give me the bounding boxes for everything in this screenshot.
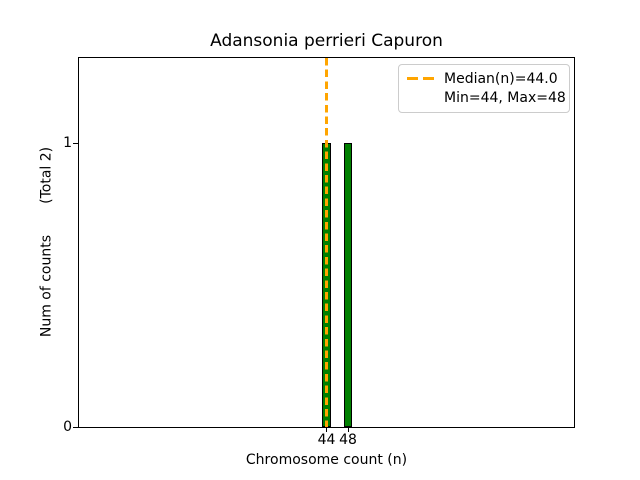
- x-axis-label: Chromosome count (n): [245, 452, 408, 468]
- y-tick-label: 1: [63, 134, 72, 151]
- legend-median-label: Median(n)=44.0: [444, 70, 558, 87]
- legend-minmax-label: Min=44, Max=48: [444, 89, 566, 106]
- legend: Median(n)=44.0 Min=44, Max=48: [398, 64, 570, 113]
- median-dash-swatch: [407, 77, 434, 80]
- x-tick-mark: [326, 428, 327, 432]
- chart-title: Adansonia perrieri Capuron: [210, 31, 443, 51]
- y-axis-label: Num of counts (Total 2): [38, 146, 55, 338]
- bar-n48: [343, 143, 353, 427]
- legend-row-median: Median(n)=44.0: [407, 69, 561, 88]
- empty-swatch: [407, 96, 434, 99]
- y-tick-mark: [73, 142, 78, 144]
- y-tick-mark: [73, 426, 78, 428]
- x-tick-label: 48: [339, 432, 357, 448]
- y-tick-label: 0: [63, 418, 72, 435]
- x-tick-mark: [347, 428, 349, 432]
- median-line: [325, 58, 328, 427]
- x-tick-label: 44: [317, 432, 336, 448]
- legend-row-minmax: Min=44, Max=48: [407, 88, 566, 107]
